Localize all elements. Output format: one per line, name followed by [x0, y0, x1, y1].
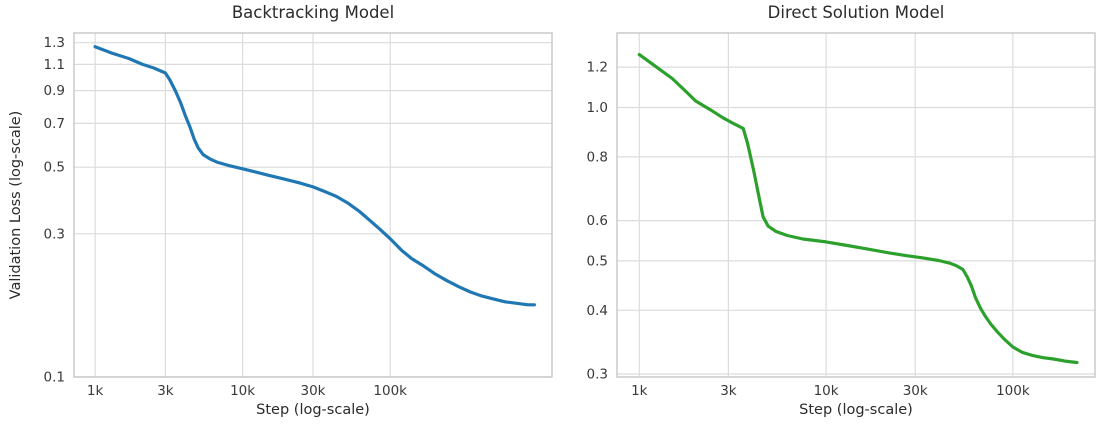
backtracking-chart-title: Backtracking Model: [231, 3, 395, 22]
y-tick-label: 1.0: [587, 100, 608, 116]
y-tick-label: 0.8: [587, 149, 608, 165]
y-tick-label: 0.4: [587, 303, 608, 319]
y-tick-label: 0.3: [587, 367, 608, 383]
y-tick-label: 1.2: [587, 60, 608, 76]
y-tick-label: 0.1: [44, 370, 65, 386]
y-tick-label: 0.3: [44, 226, 65, 242]
x-tick-label: 10k: [230, 383, 255, 399]
x-tick-label: 30k: [301, 383, 326, 399]
y-tick-label: 0.6: [587, 213, 608, 229]
x-tick-label: 10k: [814, 383, 839, 399]
y-tick-label: 0.5: [44, 160, 65, 176]
direct-solution-validation-loss-line: [637, 53, 1079, 365]
y-tick-label: 0.7: [44, 116, 65, 132]
y-tick-label: 1.1: [44, 57, 65, 73]
y-tick-label: 0.9: [44, 83, 65, 99]
y-tick-label: 1.3: [44, 35, 65, 51]
backtracking-x-axis-label: Step (log-scale): [256, 402, 370, 418]
x-tick-label: 100k: [373, 383, 407, 399]
x-tick-label: 1k: [87, 383, 104, 399]
x-tick-label: 30k: [903, 383, 928, 399]
direct-solution-chart-title: Direct Solution Model: [767, 3, 945, 22]
x-tick-label: 1k: [631, 383, 648, 399]
y-tick-label: 0.5: [587, 253, 608, 269]
x-tick-label: 100k: [996, 383, 1030, 399]
plot-border: [73, 32, 553, 378]
plot-border: [616, 32, 1096, 378]
direct-solution-x-axis-label: Step (log-scale): [799, 402, 913, 418]
backtracking-y-axis-label: Validation Loss (log-scale): [8, 110, 24, 300]
backtracking-validation-loss-line: [93, 45, 536, 307]
x-tick-label: 3k: [157, 383, 174, 399]
x-tick-label: 3k: [720, 383, 737, 399]
